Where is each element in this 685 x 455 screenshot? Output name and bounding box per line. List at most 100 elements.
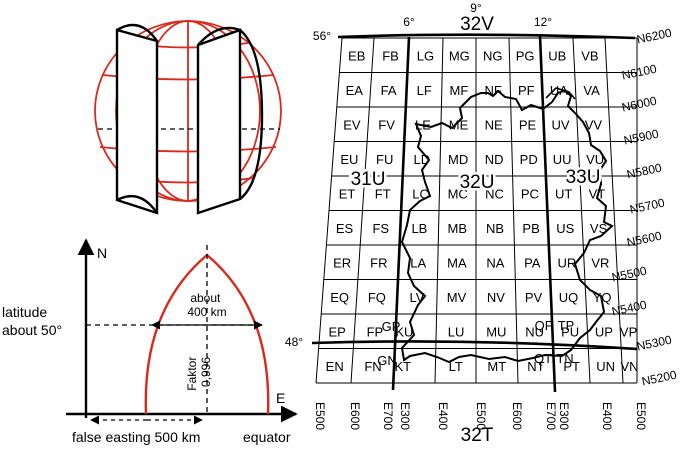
grid-square-label: PD: [520, 152, 538, 167]
width-label-line-2: 400 km: [187, 305, 226, 319]
grid-square-label: ND: [485, 152, 504, 167]
projection-diagram: N E latitude about 50° about 400 km Fakt…: [2, 238, 298, 445]
grid-square-label: UP: [595, 324, 613, 339]
northing-label: N6000: [620, 93, 658, 114]
grid-square-label: NC: [485, 186, 504, 201]
easting-label: E300: [398, 402, 412, 430]
grid-square-label: MG: [449, 48, 470, 63]
grid-square-label: PT: [563, 359, 580, 374]
northing-label: N5400: [610, 297, 648, 318]
grid-square-label: LG: [417, 48, 434, 63]
edge-square-label: GN: [377, 353, 397, 368]
latitude-48-label: 48°: [285, 335, 303, 349]
grid-square-label: ES: [336, 221, 354, 236]
grid-square-label: VV: [585, 117, 603, 132]
grid-square-label: LV: [410, 290, 425, 305]
grid-square-label: MB: [448, 221, 468, 236]
longitude-9-label: 9°: [470, 1, 482, 15]
grid-square-label: FQ: [368, 290, 386, 305]
edge-square-label: QT: [534, 351, 552, 366]
grid-square-label: ER: [333, 255, 351, 270]
grid-square-label: VR: [591, 255, 609, 270]
northing-label: N5600: [625, 228, 663, 249]
easting-label: E500: [474, 402, 488, 430]
grid-square-label: PE: [519, 117, 537, 132]
grid-square-label: NB: [486, 221, 504, 236]
grid-square-label: VS: [590, 221, 608, 236]
latitude-label: latitude about 50°: [2, 304, 62, 338]
grid-square-label: NA: [486, 255, 504, 270]
grid-square-label: LT: [449, 359, 463, 374]
grid-square-label: NT: [527, 359, 544, 374]
northing-label: N5800: [625, 160, 663, 181]
country-border: [400, 88, 614, 364]
grid-square-label: EB: [348, 48, 365, 63]
grid-square-label: LB: [411, 221, 427, 236]
grid-square-label: FV: [378, 117, 395, 132]
grid-square-label: NE: [485, 117, 503, 132]
mgrs-grid-map: EB FB LG MG NG PG UB VB EA FA LF MF NF PF UA VA EV FV LE ME…: [285, 1, 678, 446]
grid-square-label: NV: [487, 290, 505, 305]
grid-square-label: ME: [449, 117, 469, 132]
globe-with-cylinder: [94, 20, 282, 215]
grid-square-label: VA: [583, 83, 600, 98]
edge-square-label: TN: [556, 351, 573, 366]
grid-square-label: EP: [329, 324, 346, 339]
grid-square-label: VN: [620, 359, 638, 374]
grid-square-label: US: [556, 221, 574, 236]
grid-square-label: LF: [417, 83, 432, 98]
edge-square-label: GP: [382, 319, 401, 334]
grid-square-label: PB: [522, 221, 539, 236]
longitude-12-label: 12°: [534, 15, 552, 29]
grid-square-label: PG: [516, 48, 535, 63]
grid-square-label: EA: [346, 83, 364, 98]
grid-square-label: VP: [620, 324, 637, 339]
parallel-56-boundary: [337, 33, 636, 40]
grid-square-label: KT: [394, 359, 411, 374]
grid-square-label: UB: [548, 48, 566, 63]
factor-label: Faktor 0,996: [185, 353, 213, 390]
grid-square-label: LC: [412, 186, 429, 201]
northing-label: N6200: [635, 25, 673, 46]
grid-column-line: [350, 37, 375, 384]
grid-square-label: UV: [551, 117, 569, 132]
grid-square-label: MU: [486, 324, 506, 339]
grid-square-label: MD: [448, 152, 468, 167]
easting-label: E400: [436, 402, 450, 430]
northing-label: N5900: [622, 126, 660, 147]
grid-square-label: FB: [382, 48, 399, 63]
grid-square-label: VT: [589, 186, 606, 201]
grid-square-label: NG: [483, 48, 503, 63]
grid-square-label: UR: [558, 255, 577, 270]
factor-label-line-2: 0,996: [199, 357, 213, 387]
grid-square-label: VU: [586, 152, 604, 167]
grid-square-label: FT: [375, 186, 391, 201]
grid-square-label: MT: [487, 359, 506, 374]
longitude-6-label: 6°: [403, 15, 415, 29]
grid-square-label: UQ: [559, 290, 579, 305]
easting-label: E600: [510, 402, 524, 430]
equator-label: equator: [243, 429, 291, 445]
grid-square-label: VB: [581, 48, 598, 63]
grid-square-label: PA: [524, 255, 541, 270]
grid-square-label: FN: [364, 359, 381, 374]
grid-square-label: MA: [447, 255, 467, 270]
grid-square-label: EU: [340, 152, 358, 167]
width-label: about 400 km: [187, 291, 226, 319]
grid-column-line: [315, 37, 343, 384]
grid-square-label: UT: [555, 186, 572, 201]
grid-square-label: PV: [525, 290, 543, 305]
grid-square-label: FA: [381, 83, 397, 98]
grid-square-label: EQ: [330, 290, 349, 305]
grid-column-line: [434, 37, 444, 384]
grid-square-label: KU: [395, 324, 413, 339]
width-label-line-1: about: [190, 291, 221, 305]
grid-square-label: NF: [485, 83, 502, 98]
latitude-56-label: 56°: [313, 29, 331, 43]
east-axis-label: E: [276, 390, 285, 406]
grid-square-label: UA: [550, 83, 568, 98]
false-easting-label: false easting 500 km: [72, 429, 200, 445]
factor-label-line-1: Faktor: [185, 357, 199, 391]
grid-square-label: LD: [413, 152, 430, 167]
